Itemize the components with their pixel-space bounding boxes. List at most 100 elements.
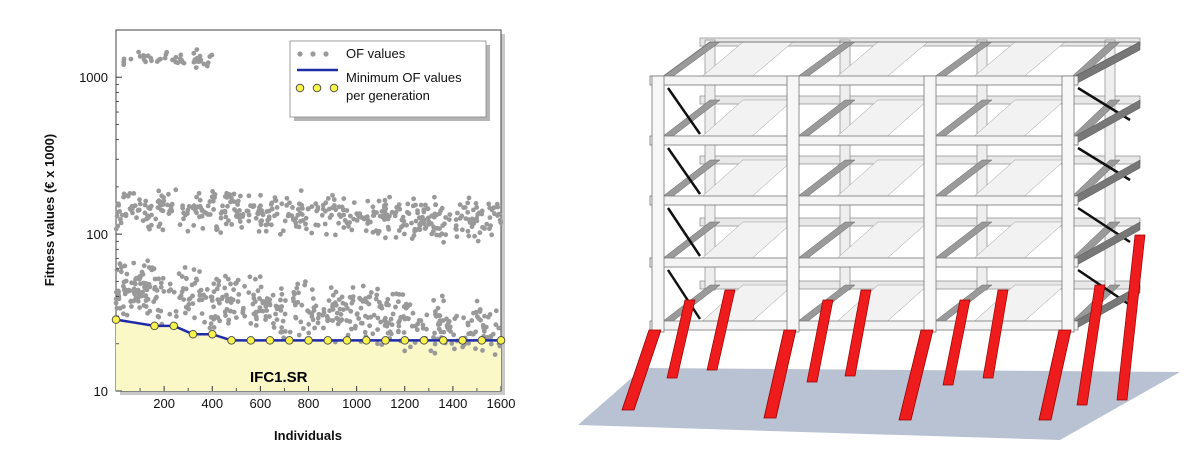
of-value-point xyxy=(346,223,351,229)
of-value-point xyxy=(231,287,237,293)
of-value-point xyxy=(421,207,427,213)
of-value-point xyxy=(238,193,243,199)
of-value-point xyxy=(348,213,353,219)
of-value-point xyxy=(155,205,161,211)
of-value-point xyxy=(388,316,394,322)
of-value-point xyxy=(310,317,316,323)
of-value-point xyxy=(178,293,184,299)
of-value-point xyxy=(480,322,486,328)
of-value-point xyxy=(171,289,177,295)
of-value-point xyxy=(429,231,435,237)
of-value-point xyxy=(198,287,204,293)
of-value-point xyxy=(237,219,243,224)
of-value-point xyxy=(114,267,120,273)
x-tick-label: 1400 xyxy=(438,396,467,411)
of-value-point xyxy=(161,289,167,294)
of-value-point xyxy=(349,326,354,332)
of-value-point xyxy=(316,311,322,317)
of-value-point xyxy=(228,296,234,302)
of-value-point xyxy=(309,287,315,292)
of-value-point xyxy=(218,211,224,216)
of-value-point xyxy=(393,235,399,240)
of-value-point xyxy=(378,303,384,308)
of-value-point xyxy=(441,329,447,335)
of-value-point xyxy=(313,303,319,309)
of-value-point xyxy=(432,194,437,200)
of-value-point xyxy=(296,332,302,338)
of-value-point xyxy=(396,292,402,297)
of-value-point xyxy=(385,296,391,302)
of-value-point xyxy=(474,215,479,221)
of-value-point xyxy=(449,341,455,346)
of-value-point xyxy=(158,284,164,290)
of-value-point xyxy=(385,224,391,230)
of-value-point xyxy=(196,190,202,196)
structural-frame-illustration xyxy=(578,37,1180,440)
of-value-point xyxy=(118,269,124,275)
of-value-point xyxy=(319,212,325,218)
of-value-point xyxy=(114,305,120,311)
of-value-point xyxy=(309,230,315,236)
minimum-point xyxy=(265,336,275,345)
of-value-point xyxy=(137,54,143,59)
of-value-point xyxy=(123,213,129,219)
of-value-point xyxy=(228,299,234,305)
legend-label-per-generation: per generation xyxy=(346,88,430,103)
of-value-point xyxy=(351,216,357,222)
fitness-chart: 200 400 600 800 1000 1200 1400 1600 10 100 1000 OF… xyxy=(42,29,515,443)
front-beam xyxy=(649,195,1079,206)
of-value-point xyxy=(158,56,163,62)
of-value-point xyxy=(375,327,380,332)
of-value-point xyxy=(325,196,331,201)
minimum-point xyxy=(208,329,217,339)
of-value-point xyxy=(273,311,278,317)
of-value-point xyxy=(343,302,349,308)
of-value-point xyxy=(408,344,413,350)
legend-dot-marker xyxy=(310,51,316,57)
of-value-point xyxy=(282,218,288,224)
of-value-point xyxy=(197,269,202,274)
of-value-point xyxy=(225,276,231,282)
of-value-point xyxy=(336,297,342,302)
of-value-point xyxy=(371,312,377,318)
of-value-point xyxy=(121,304,126,310)
of-value-point xyxy=(376,198,382,204)
of-value-point xyxy=(455,210,460,216)
of-value-point xyxy=(258,284,264,290)
of-value-point xyxy=(309,204,315,210)
of-value-point xyxy=(432,341,438,347)
of-value-point xyxy=(185,211,190,217)
of-value-point xyxy=(121,311,126,317)
minimum-point xyxy=(477,336,487,345)
of-value-point xyxy=(471,207,476,213)
of-value-point xyxy=(363,228,369,234)
of-value-point xyxy=(278,308,284,313)
of-value-point xyxy=(488,341,494,347)
side-brace xyxy=(666,147,702,195)
of-value-point xyxy=(436,320,442,326)
minimum-point xyxy=(439,336,448,345)
of-value-point xyxy=(451,332,457,338)
of-value-point xyxy=(118,217,123,222)
of-value-point xyxy=(299,203,305,208)
of-value-point xyxy=(443,215,449,220)
of-value-point xyxy=(185,228,191,234)
of-value-point xyxy=(155,314,161,319)
of-value-point xyxy=(137,305,143,310)
of-value-point xyxy=(357,214,363,220)
of-value-point xyxy=(485,314,491,320)
of-value-point xyxy=(349,227,355,233)
minimum-point xyxy=(496,336,506,345)
of-value-point xyxy=(165,202,170,208)
of-value-point xyxy=(140,272,146,277)
of-value-point xyxy=(271,321,276,326)
of-value-point xyxy=(125,288,131,294)
red-column xyxy=(1076,284,1106,406)
of-value-point xyxy=(151,299,157,305)
of-value-point xyxy=(224,292,229,298)
of-value-point xyxy=(211,289,217,295)
of-value-point xyxy=(347,220,352,225)
of-value-point xyxy=(118,265,124,270)
of-value-point xyxy=(156,276,162,282)
of-value-point xyxy=(205,60,211,66)
